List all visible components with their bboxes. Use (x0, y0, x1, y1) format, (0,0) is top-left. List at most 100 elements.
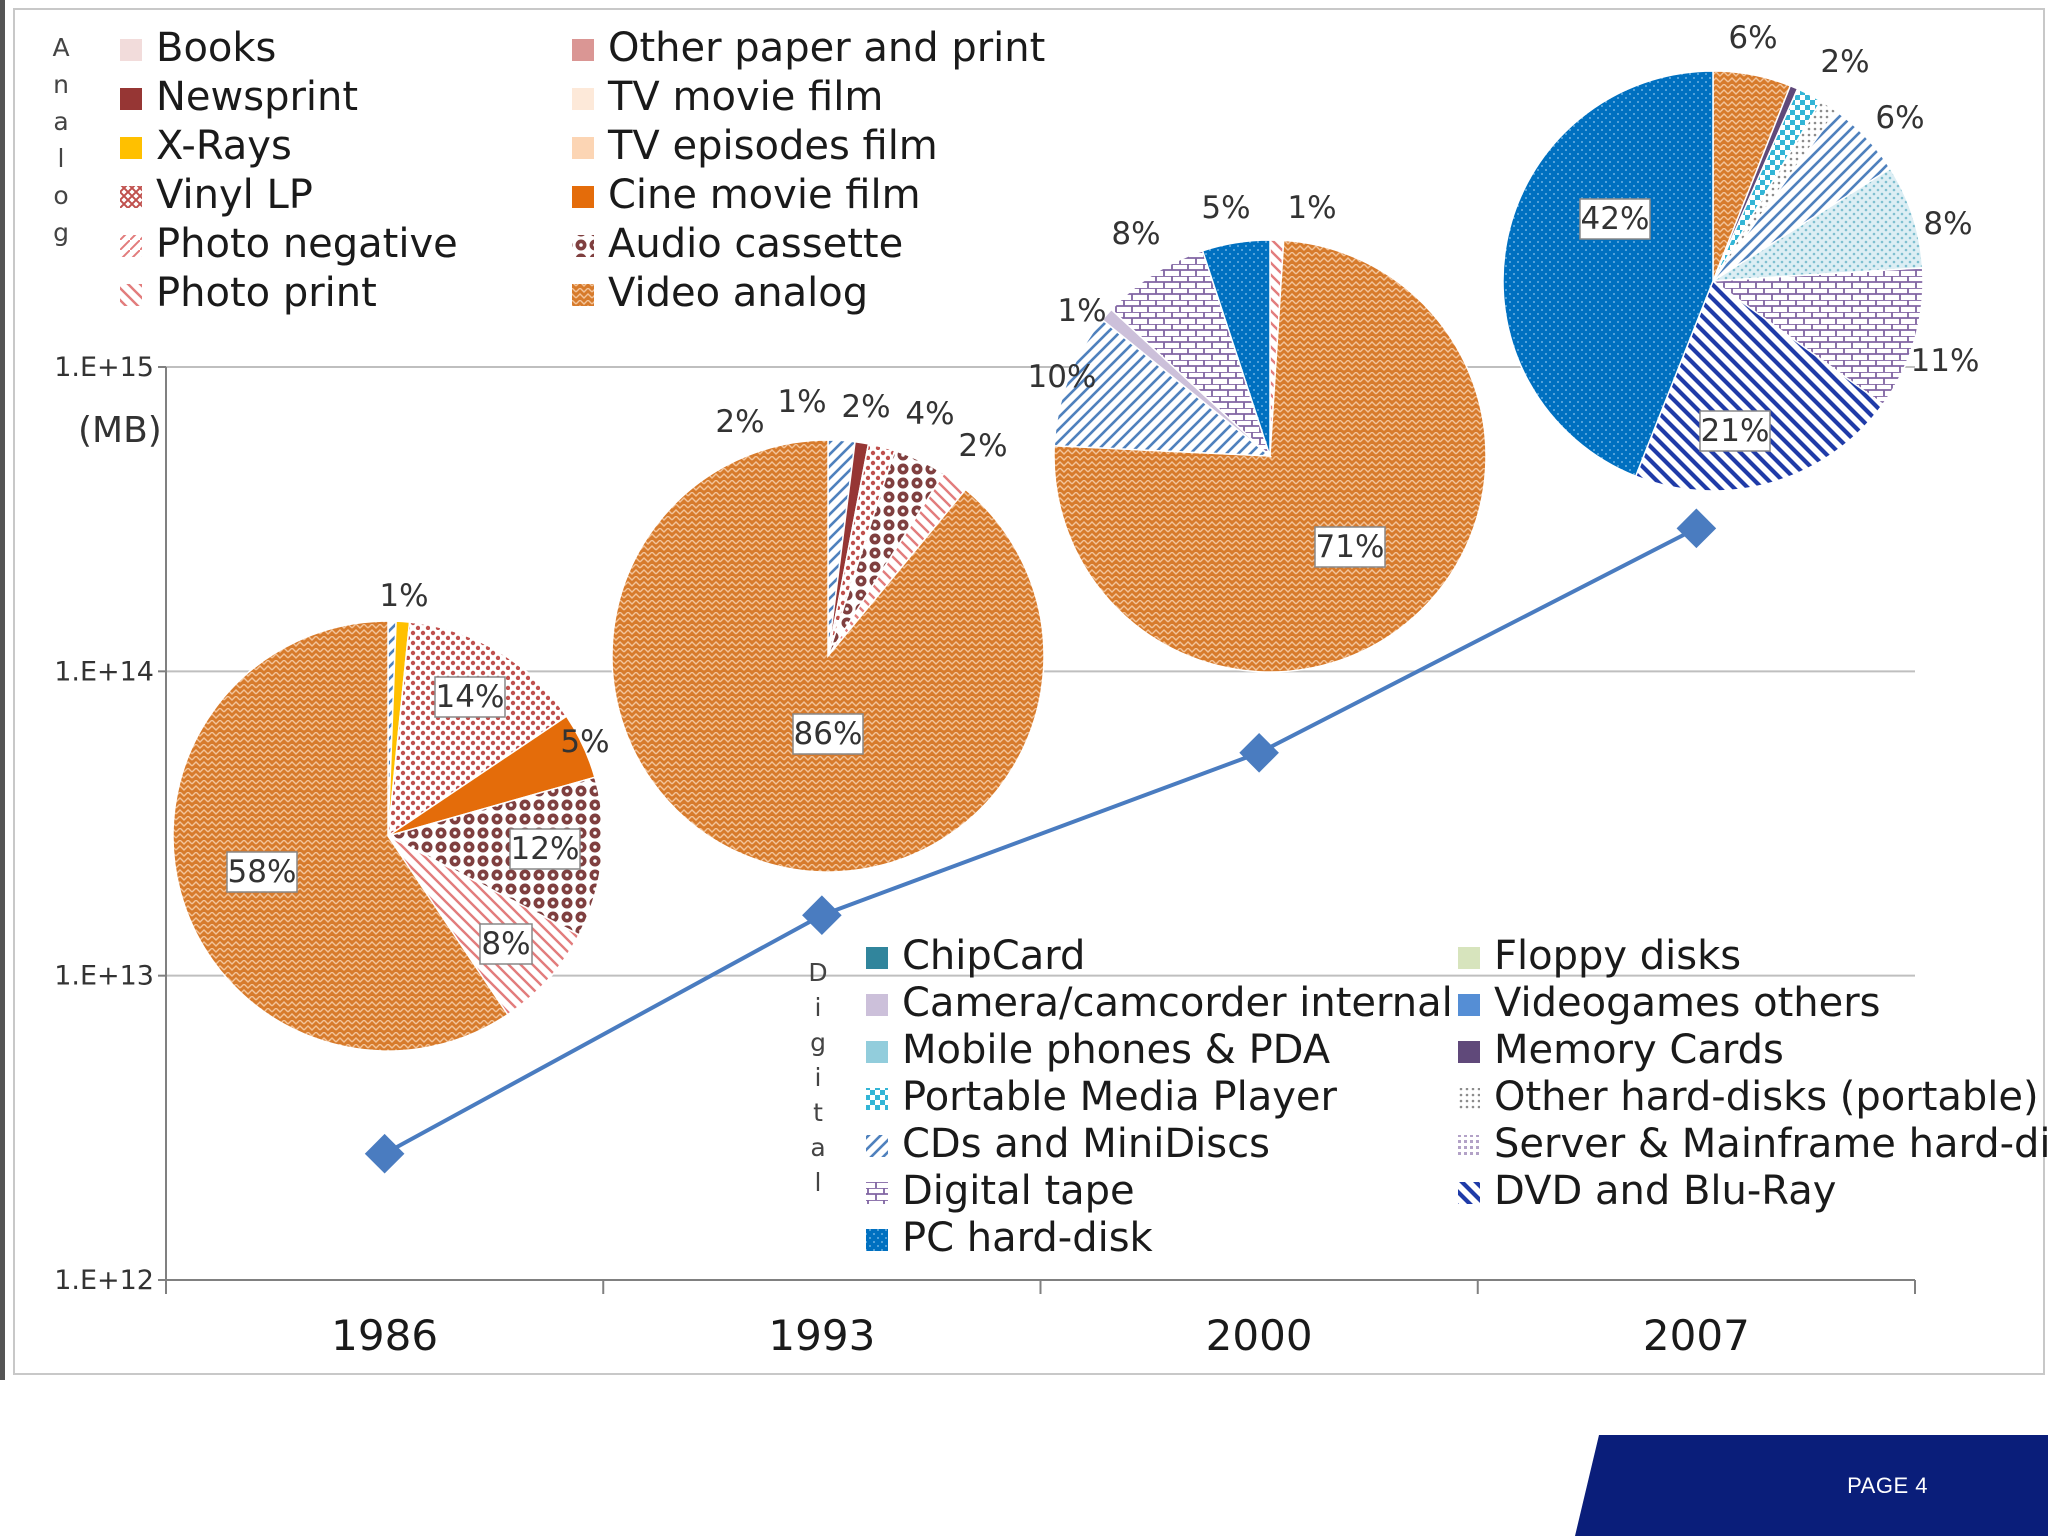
vertical-title-char: A (52, 33, 69, 62)
pie-slice-label: 5% (1201, 190, 1250, 226)
y-axis-ticks: 1.E+12 1.E+13 1.E+14 1.E+15 (54, 352, 154, 1296)
legend-entry: DVD and Blu-Ray (1458, 1168, 1836, 1214)
legend-label: X-Rays (156, 123, 292, 169)
legend-entry: Videogames others (1458, 980, 1881, 1026)
y-tick-label: 1.E+14 (54, 656, 154, 687)
x-axis-ticks: 1986 1993 2000 2007 (331, 1311, 1750, 1360)
x-tick-label: 1993 (768, 1311, 875, 1360)
legend-swatch (120, 39, 142, 61)
y-axis-label: (MB) (78, 410, 162, 451)
legend-label: TV movie film (607, 74, 883, 120)
pie-label-box (509, 828, 581, 870)
pie-slice-label: 58% (228, 854, 297, 890)
pie-slice (611, 439, 1045, 873)
legend-swatch (866, 994, 888, 1016)
vertical-title-char: l (815, 1168, 822, 1197)
vertical-title-char: l (58, 144, 65, 173)
legend-swatch (866, 1135, 888, 1157)
page-number: PAGE 4 (1847, 1473, 1928, 1498)
legend-entry: Camera/camcorder internal (866, 980, 1453, 1026)
pie-label-box (1699, 410, 1771, 452)
legend-swatch (1458, 1182, 1480, 1204)
pie-label-box (792, 713, 864, 755)
legend-label: Other paper and print (608, 25, 1045, 71)
pie-slice (1710, 267, 1924, 406)
legend-label: Vinyl LP (156, 172, 313, 218)
legend-swatch (572, 39, 594, 61)
legend-label: TV episodes film (607, 123, 938, 169)
pie-label-box (479, 923, 533, 965)
pie-slice-label: 2% (958, 428, 1007, 464)
series-line-path (383, 526, 1698, 1156)
legend-swatch (1458, 1088, 1480, 1110)
legend-swatch (866, 1182, 888, 1204)
legend-label: Mobile phones & PDA (902, 1027, 1331, 1073)
pie-slice-label: 2% (1820, 44, 1869, 80)
legend-entry: ChipCard (866, 933, 1085, 979)
legend-entry: Portable Media Player (866, 1074, 1338, 1120)
pie-slice (387, 621, 568, 838)
legend-label: Newsprint (156, 74, 358, 120)
legend-label: Memory Cards (1494, 1027, 1784, 1073)
pie-slice-label: 8% (1111, 216, 1160, 252)
legend-label: Other hard-disks (portable) (1494, 1074, 2039, 1120)
pie-2007: 6%2%6%8%11%21%42% (1502, 20, 1980, 492)
legend-entry: TV episodes film (572, 123, 938, 169)
legend-label: Audio cassette (608, 221, 903, 267)
pie-slice-label: 1% (777, 384, 826, 420)
pie-slice-label: 6% (1728, 20, 1777, 56)
pie-slice-label: 8% (481, 926, 530, 962)
pie-slice (172, 620, 509, 1052)
pie-slice-label: 8% (1923, 206, 1972, 242)
legend-label: Server & Mainframe hard-disk (1494, 1121, 2048, 1167)
pie-2000: 1% 71% 10% 1% 8% 5% (1028, 190, 1487, 673)
legend-swatch (120, 137, 142, 159)
legend-entry: Newsprint (120, 74, 358, 120)
legend-swatch (1458, 1041, 1480, 1063)
vertical-title-char: i (815, 993, 822, 1022)
legend-entry: TV movie film (572, 74, 883, 120)
legend-entry: Floppy disks (1458, 933, 1741, 979)
legend-entry: Memory Cards (1458, 1027, 1784, 1073)
vertical-title-char: o (53, 181, 68, 210)
legend-swatch (120, 186, 142, 208)
legend-label: Cine movie film (608, 172, 921, 218)
vertical-title-char: D (808, 958, 827, 987)
pie-label-box (1579, 198, 1651, 240)
legend-swatch (572, 284, 594, 306)
pie-slice-label: 1% (379, 578, 428, 614)
pie-label-box (226, 851, 298, 893)
legend-entry: Mobile phones & PDA (866, 1027, 1331, 1073)
legend-swatch (572, 235, 594, 257)
pie-slice-label: 86% (794, 716, 863, 752)
page-footer-banner: PAGE 4 (1575, 1435, 2048, 1536)
pie-label-box (1314, 526, 1386, 568)
pie-slice (1053, 318, 1273, 457)
legend-entry: Photo negative (120, 221, 458, 267)
legend-swatch (1458, 994, 1480, 1016)
legend-label: Photo print (156, 270, 377, 316)
legend-entry: Vinyl LP (120, 172, 313, 218)
pie-slice-label: 11% (1911, 343, 1980, 379)
series-point (1676, 508, 1717, 549)
x-tick-label: 2007 (1643, 1311, 1750, 1360)
left-edge-bar (0, 0, 5, 1380)
pie-slice-label: 10% (1028, 359, 1097, 395)
pie-slice-label: 4% (905, 396, 954, 432)
legend-swatch (120, 88, 142, 110)
legend-swatch (866, 1041, 888, 1063)
legend-entry: Books (120, 25, 276, 71)
legend-entry: CDs and MiniDiscs (866, 1121, 1270, 1167)
vertical-title-char: a (53, 107, 68, 136)
legend-label: PC hard-disk (902, 1215, 1154, 1261)
legend-entry: PC hard-disk (866, 1215, 1154, 1261)
legend-swatch (866, 1088, 888, 1110)
legend-label: CDs and MiniDiscs (902, 1121, 1270, 1167)
legend-entry: Server & Mainframe hard-disk (1458, 1121, 2048, 1167)
series-point (364, 1133, 405, 1174)
